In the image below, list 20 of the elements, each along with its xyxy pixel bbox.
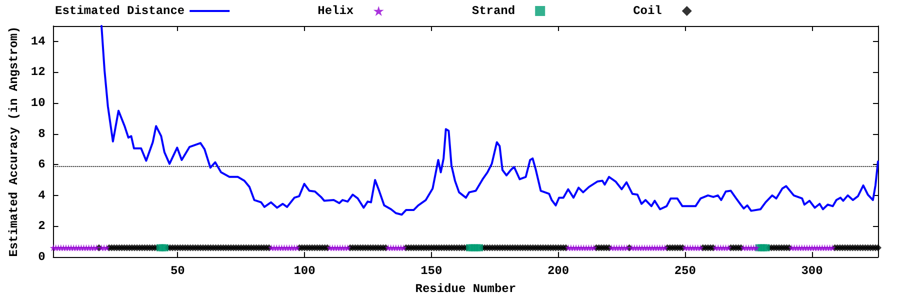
y-tick-label: 12	[30, 65, 46, 80]
x-tick-label: 300	[801, 264, 823, 278]
x-tick-label: 250	[674, 264, 696, 278]
legend-label: Coil	[633, 4, 662, 18]
legend-label: Estimated Distance	[54, 4, 185, 18]
y-tick-label: 0	[38, 250, 46, 264]
y-tick-label: 6	[38, 158, 46, 172]
y-tick-label: 14	[30, 34, 46, 48]
y-axis-title: Estimated Accuracy (in Angstrom)	[7, 26, 21, 257]
x-tick-label: 150	[420, 264, 442, 278]
y-tick-label: 2	[38, 219, 46, 234]
x-axis-title: Residue Number	[415, 282, 516, 296]
legend-label: Helix	[318, 4, 354, 18]
y-tick-label: 10	[30, 96, 46, 110]
y-tick-label: 8	[38, 126, 46, 141]
y-tick-label: 4	[38, 188, 46, 202]
legend-label: Strand	[472, 4, 516, 18]
x-tick-label: 100	[294, 264, 316, 278]
x-tick-label: 200	[547, 264, 570, 278]
x-tick-label: 50	[170, 264, 185, 278]
